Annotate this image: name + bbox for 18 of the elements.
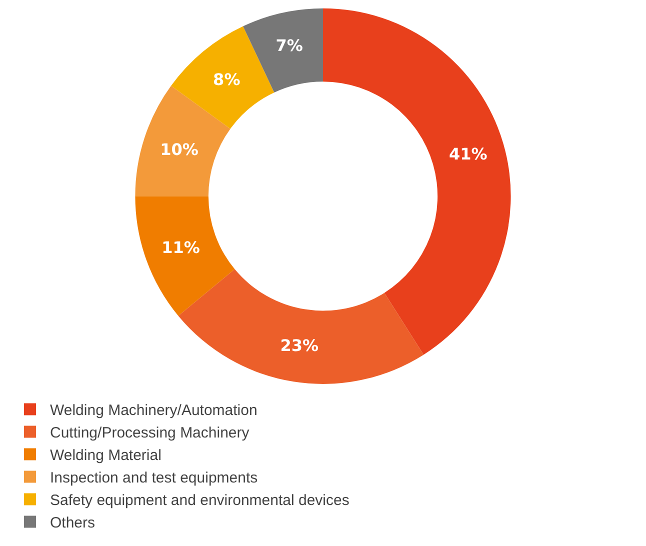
legend-label: Safety equipment and environmental devices xyxy=(50,492,350,510)
data-label: 7% xyxy=(276,36,303,56)
donut-slice xyxy=(171,26,274,129)
legend-label: Welding Material xyxy=(50,447,162,464)
data-label: 23% xyxy=(280,336,318,355)
data-label: 10% xyxy=(160,140,198,159)
donut-slice xyxy=(135,86,230,196)
legend-label: Welding Machinery/Automation xyxy=(50,402,258,420)
donut-slice xyxy=(323,8,511,355)
data-label: 41% xyxy=(449,144,488,164)
legend-label: Cutting/Processing Machinery xyxy=(50,424,250,442)
data-label: 8% xyxy=(213,70,240,90)
donut-slice xyxy=(243,8,323,92)
donut-slice xyxy=(135,196,235,316)
data-label: 11% xyxy=(162,238,200,257)
legend-label: Inspection and test equipments xyxy=(50,470,258,487)
legend-label: Others xyxy=(50,514,96,532)
donut-slice xyxy=(178,269,424,384)
